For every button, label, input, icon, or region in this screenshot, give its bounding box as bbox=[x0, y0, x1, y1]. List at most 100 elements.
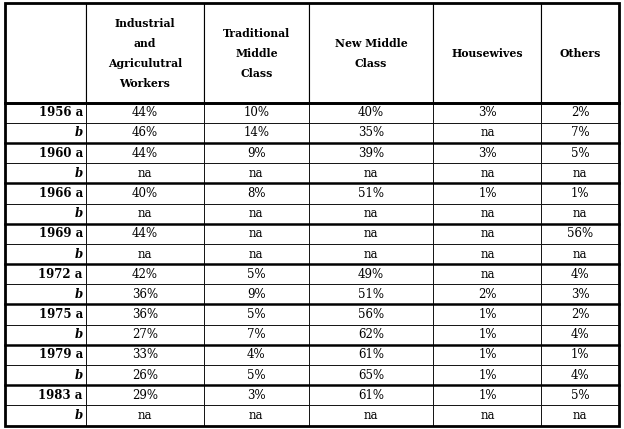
Bar bbox=[86, 123, 204, 143]
Bar bbox=[5, 305, 86, 325]
Bar bbox=[309, 183, 434, 203]
Bar bbox=[434, 385, 542, 405]
Text: 1966 a: 1966 a bbox=[39, 187, 83, 200]
Bar bbox=[434, 103, 542, 123]
Bar bbox=[5, 224, 86, 244]
Bar bbox=[204, 405, 309, 426]
Text: 46%: 46% bbox=[132, 127, 158, 139]
Bar bbox=[5, 325, 86, 345]
Text: 5%: 5% bbox=[247, 268, 266, 281]
Text: 51%: 51% bbox=[358, 288, 384, 301]
Text: b: b bbox=[75, 167, 83, 180]
Text: 29%: 29% bbox=[132, 389, 158, 402]
Bar bbox=[542, 284, 619, 305]
Bar bbox=[86, 183, 204, 203]
Text: 14%: 14% bbox=[243, 127, 270, 139]
Bar bbox=[204, 365, 309, 385]
Text: na: na bbox=[480, 268, 495, 281]
Text: 1%: 1% bbox=[478, 389, 497, 402]
Bar bbox=[204, 163, 309, 183]
Bar bbox=[86, 365, 204, 385]
Text: na: na bbox=[138, 207, 152, 220]
Text: 49%: 49% bbox=[358, 268, 384, 281]
Text: na: na bbox=[480, 167, 495, 180]
Bar bbox=[542, 103, 619, 123]
Text: 2%: 2% bbox=[478, 288, 497, 301]
Text: na: na bbox=[249, 409, 263, 422]
Text: na: na bbox=[138, 167, 152, 180]
Text: na: na bbox=[480, 409, 495, 422]
Text: na: na bbox=[573, 167, 587, 180]
Text: 1956 a: 1956 a bbox=[39, 106, 83, 119]
Text: na: na bbox=[573, 207, 587, 220]
Bar bbox=[434, 3, 542, 103]
Bar bbox=[542, 244, 619, 264]
Bar bbox=[309, 325, 434, 345]
Bar bbox=[309, 365, 434, 385]
Text: 44%: 44% bbox=[132, 106, 158, 119]
Text: na: na bbox=[573, 409, 587, 422]
Text: 36%: 36% bbox=[132, 308, 158, 321]
Bar bbox=[86, 103, 204, 123]
Bar bbox=[86, 405, 204, 426]
Bar bbox=[434, 284, 542, 305]
Bar bbox=[204, 305, 309, 325]
Bar bbox=[86, 3, 204, 103]
Bar bbox=[5, 3, 86, 103]
Bar bbox=[5, 183, 86, 203]
Bar bbox=[204, 224, 309, 244]
Text: b: b bbox=[75, 369, 83, 382]
Bar bbox=[204, 3, 309, 103]
Text: 56%: 56% bbox=[567, 227, 593, 240]
Text: 65%: 65% bbox=[358, 369, 384, 382]
Bar bbox=[86, 143, 204, 163]
Bar bbox=[86, 203, 204, 224]
Text: 1%: 1% bbox=[478, 369, 497, 382]
Bar bbox=[5, 203, 86, 224]
Text: 61%: 61% bbox=[358, 348, 384, 361]
Text: b: b bbox=[75, 127, 83, 139]
Text: b: b bbox=[75, 288, 83, 301]
Bar bbox=[309, 103, 434, 123]
Bar bbox=[86, 244, 204, 264]
Text: New Middle
Class: New Middle Class bbox=[334, 37, 407, 69]
Text: 1%: 1% bbox=[478, 187, 497, 200]
Text: 10%: 10% bbox=[243, 106, 270, 119]
Bar bbox=[434, 123, 542, 143]
Text: na: na bbox=[573, 248, 587, 260]
Text: b: b bbox=[75, 328, 83, 341]
Bar bbox=[5, 264, 86, 284]
Text: na: na bbox=[364, 409, 378, 422]
Bar bbox=[5, 244, 86, 264]
Bar bbox=[309, 224, 434, 244]
Bar bbox=[434, 305, 542, 325]
Bar bbox=[86, 385, 204, 405]
Bar bbox=[5, 143, 86, 163]
Text: 5%: 5% bbox=[571, 389, 590, 402]
Bar bbox=[309, 264, 434, 284]
Text: b: b bbox=[75, 207, 83, 220]
Text: na: na bbox=[364, 248, 378, 260]
Text: Others: Others bbox=[560, 48, 601, 58]
Text: 3%: 3% bbox=[247, 389, 266, 402]
Bar bbox=[542, 264, 619, 284]
Text: na: na bbox=[364, 207, 378, 220]
Bar bbox=[204, 284, 309, 305]
Text: na: na bbox=[249, 227, 263, 240]
Text: 7%: 7% bbox=[571, 127, 590, 139]
Text: 2%: 2% bbox=[571, 308, 590, 321]
Text: 1%: 1% bbox=[478, 328, 497, 341]
Text: 3%: 3% bbox=[478, 106, 497, 119]
Bar bbox=[309, 345, 434, 365]
Bar bbox=[434, 365, 542, 385]
Text: 39%: 39% bbox=[358, 147, 384, 160]
Bar bbox=[309, 284, 434, 305]
Bar bbox=[542, 143, 619, 163]
Text: na: na bbox=[364, 227, 378, 240]
Text: Traditional
Middle
Class: Traditional Middle Class bbox=[223, 27, 290, 79]
Bar bbox=[86, 284, 204, 305]
Text: 27%: 27% bbox=[132, 328, 158, 341]
Bar bbox=[204, 143, 309, 163]
Text: 36%: 36% bbox=[132, 288, 158, 301]
Bar bbox=[5, 385, 86, 405]
